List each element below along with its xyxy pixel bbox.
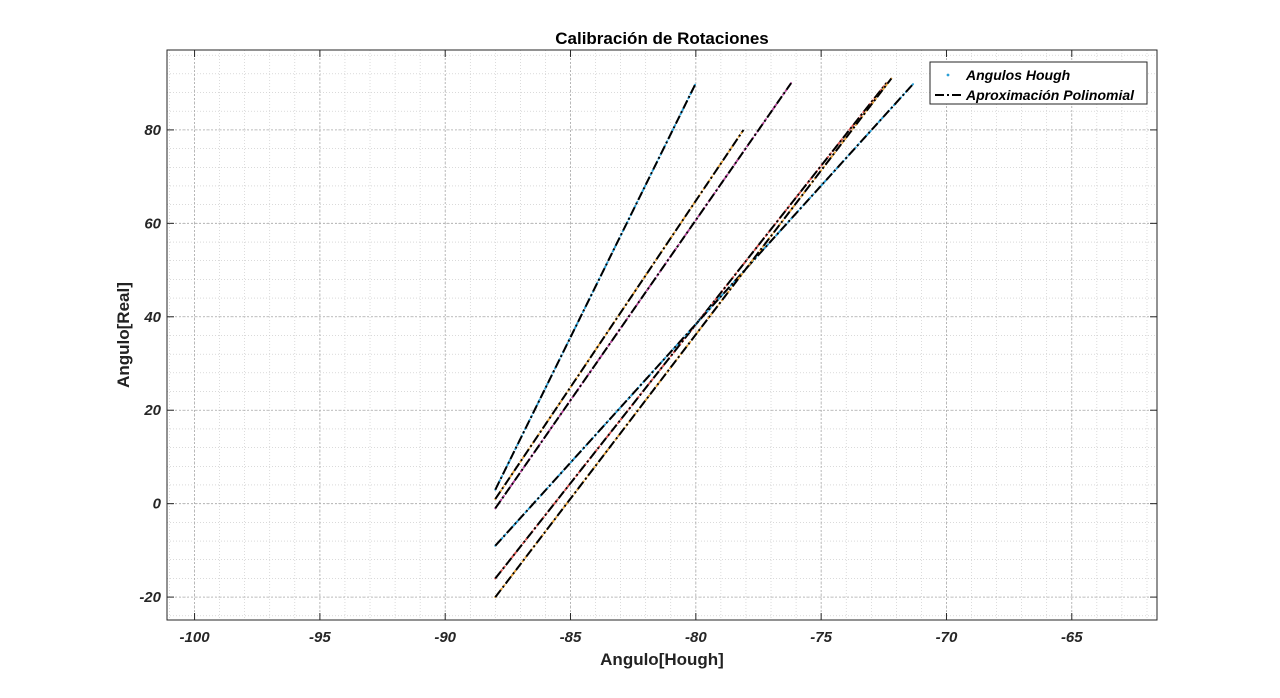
y-tick-label: 40 [143,309,161,326]
legend-point-marker [946,73,950,77]
y-tick-label: 60 [144,215,161,232]
y-axis-label: Angulo[Real] [114,282,133,388]
y-tick-label: 20 [143,402,161,419]
polynomial-fit-4 [494,82,888,580]
x-tick-label: -80 [685,629,707,646]
legend-box [929,61,1148,105]
y-tick-labels: -20 0 20 40 60 80 [139,122,161,606]
x-tick-label: -65 [1061,629,1083,646]
x-tick-label: -75 [810,629,832,646]
polynomial-fit-2 [494,129,745,500]
legend-entry-points: Angulos Hough [965,67,1070,83]
series-group [494,77,915,599]
tick-marks [167,50,1157,620]
polynomial-fit-6 [494,77,893,598]
polynomial-fit-3 [494,82,792,509]
legend: Angulos Hough Aproximación Polinomial [929,61,1148,105]
chart-title: Calibración de Rotaciones [555,29,769,48]
y-tick-label: 0 [153,496,162,513]
x-tick-label: -100 [180,629,211,646]
x-tick-label: -95 [309,629,331,646]
plot-area [167,50,1157,620]
polynomial-fit-1 [494,82,697,491]
y-tick-label: 80 [144,122,161,139]
y-tick-label: -20 [139,589,161,606]
x-axis-label: Angulo[Hough] [600,650,724,669]
x-tick-label: -70 [936,629,958,646]
x-tick-label: -90 [434,629,456,646]
legend-entry-fit: Aproximación Polinomial [965,87,1135,103]
x-tick-label: -85 [560,629,582,646]
x-tick-labels: -100 -95 -90 -85 -80 -75 -70 -65 [180,629,1084,646]
major-grid [167,50,1157,620]
polynomial-fit-5 [494,82,915,547]
plot-frame [166,49,1158,621]
